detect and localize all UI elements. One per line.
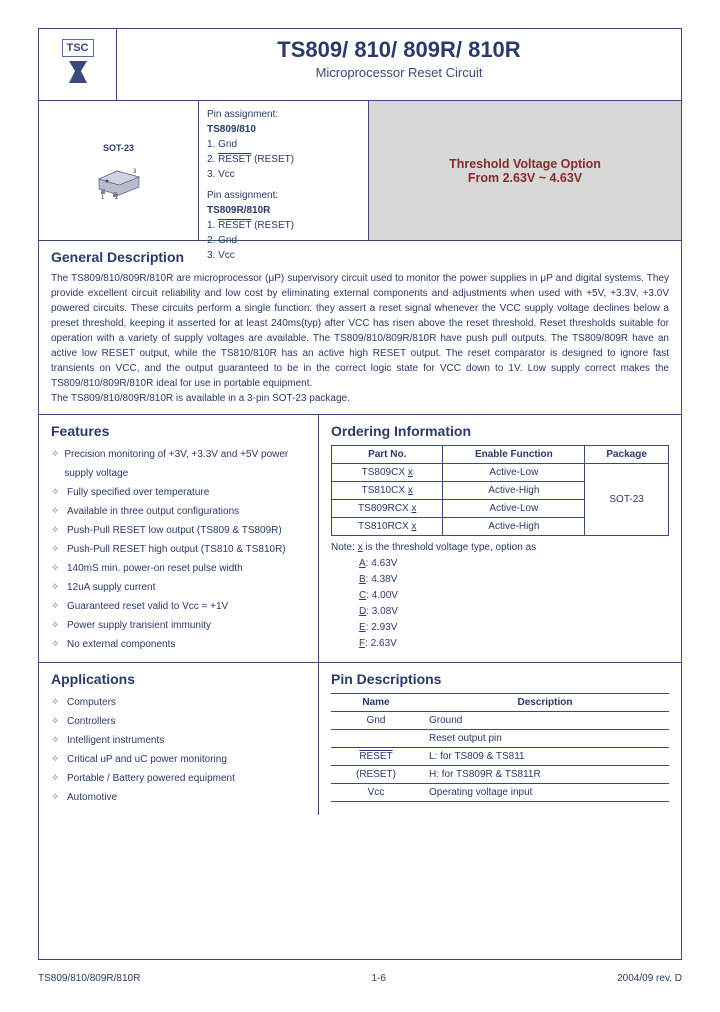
col-func: Enable Function: [443, 446, 585, 464]
package-cell: SOT-23 3 1 2: [39, 101, 199, 240]
highlight-line2: From 2.63V ~ 4.63V: [468, 171, 582, 185]
highlight-cell: Threshold Voltage Option From 2.63V ~ 4.…: [369, 101, 681, 240]
footer-center: 1-6: [371, 973, 385, 984]
pin-descriptions-section: Pin Descriptions NameDescription GndGrou…: [319, 663, 681, 815]
pindesc-table: NameDescription GndGroundReset output pi…: [331, 693, 669, 802]
list-item: ✧Portable / Battery powered equipment: [51, 769, 306, 788]
col-part: Part No.: [332, 446, 443, 464]
option-item: C: 4.00V: [359, 588, 669, 604]
list-item: ✧Guaranteed reset valid to Vcc = +1V: [51, 597, 306, 616]
pin-b3: 3. Vcc: [207, 248, 360, 263]
logo-cell: TSC: [39, 29, 117, 100]
features-title: Features: [51, 423, 306, 439]
list-item: ✧No external components: [51, 635, 306, 654]
apps-list: ✧Computers✧Controllers✧Intelligent instr…: [51, 693, 306, 807]
desc-body2: The TS809/810/809R/810R is available in …: [51, 391, 669, 406]
option-item: B: 4.38V: [359, 572, 669, 588]
option-item: D: 3.08V: [359, 604, 669, 620]
svg-text:3: 3: [133, 169, 137, 175]
applications-section: Applications ✧Computers✧Controllers✧Inte…: [39, 663, 319, 815]
list-item: ✧Fully specified over temperature: [51, 483, 306, 502]
pin-heading: Pin assignment:: [207, 107, 360, 122]
page-subtitle: Microprocessor Reset Circuit: [117, 65, 681, 80]
package-label: SOT-23: [103, 143, 134, 153]
footer-right: 2004/09 rev. D: [617, 973, 682, 984]
pin-part2: TS809R/810R: [207, 203, 360, 218]
pin-a2: 2. RESET (RESET): [207, 152, 360, 167]
table-row: GndGround: [331, 712, 669, 730]
highlight-line1: Threshold Voltage Option: [449, 157, 601, 171]
list-item: ✧Available in three output configuration…: [51, 502, 306, 521]
table-row: (RESET)H: for TS809R & TS811R: [331, 766, 669, 784]
ordering-note: Note: x is the threshold voltage type, o…: [331, 540, 669, 652]
col-pkg: Package: [585, 446, 669, 464]
list-item: ✧Push-Pull RESET low output (TS809 & TS8…: [51, 521, 306, 540]
ordering-section: Ordering Information Part No. Enable Fun…: [319, 415, 681, 662]
table-header-row: Part No. Enable Function Package: [332, 446, 669, 464]
logo-symbol: [62, 59, 94, 90]
pd-col-name: Name: [331, 694, 421, 712]
list-item: ✧Intelligent instruments: [51, 731, 306, 750]
list-item: ✧Power supply transient immunity: [51, 616, 306, 635]
list-item: ✧Push-Pull RESET high output (TS810 & TS…: [51, 540, 306, 559]
title-cell: TS809/ 810/ 809R/ 810R Microprocessor Re…: [117, 29, 681, 100]
footer-left: TS809/810/809R/810R: [38, 973, 140, 984]
general-description-section: General Description The TS809/810/809R/8…: [39, 241, 681, 415]
package-drawing: 3 1 2: [89, 159, 149, 199]
apps-pindesc-row: Applications ✧Computers✧Controllers✧Inte…: [39, 663, 681, 815]
page-title: TS809/ 810/ 809R/ 810R: [117, 37, 681, 63]
pin-assignment-cell: Pin assignment: TS809/810 1. Gnd 2. RESE…: [199, 101, 369, 240]
pin-b2: 2. Gnd: [207, 233, 360, 248]
list-item: ✧Critical uP and uC power monitoring: [51, 750, 306, 769]
option-item: A: 4.63V: [359, 556, 669, 572]
option-item: E: 2.93V: [359, 620, 669, 636]
page-footer: TS809/810/809R/810R 1-6 2004/09 rev. D: [38, 973, 682, 984]
document-frame: TSC TS809/ 810/ 809R/ 810R Microprocesso…: [38, 28, 682, 960]
svg-text:2: 2: [115, 195, 119, 199]
features-section: Features ✧Precision monitoring of +3V, +…: [39, 415, 319, 662]
option-item: F: 2.63V: [359, 636, 669, 652]
ordering-table: Part No. Enable Function Package TS809CX…: [331, 445, 669, 536]
pkg-cell: SOT-23: [585, 464, 669, 536]
desc-body: The TS809/810/809R/810R are microprocess…: [51, 271, 669, 391]
logo-text: TSC: [62, 39, 94, 57]
header-row: TSC TS809/ 810/ 809R/ 810R Microprocesso…: [39, 29, 681, 101]
table-row: TS809CX xActive-LowSOT-23: [332, 464, 669, 482]
pd-col-desc: Description: [421, 694, 669, 712]
pin-part1: TS809/810: [207, 122, 360, 137]
list-item: ✧Automotive: [51, 788, 306, 807]
pin-heading2: Pin assignment:: [207, 188, 360, 203]
pin-a1: 1. Gnd: [207, 137, 360, 152]
table-row: RESETL: for TS809 & TS811: [331, 748, 669, 766]
ordering-title: Ordering Information: [331, 423, 669, 439]
svg-text:1: 1: [101, 195, 105, 199]
info-row: SOT-23 3 1 2 Pin assignment: TS809/810 1…: [39, 101, 681, 241]
list-item: ✧Computers: [51, 693, 306, 712]
apps-title: Applications: [51, 671, 306, 687]
list-item: ✧Precision monitoring of +3V, +3.3V and …: [51, 445, 306, 483]
features-list: ✧Precision monitoring of +3V, +3.3V and …: [51, 445, 306, 654]
table-row: Reset output pin: [331, 730, 669, 748]
pindesc-title: Pin Descriptions: [331, 671, 669, 687]
list-item: ✧140mS min. power-on reset pulse width: [51, 559, 306, 578]
pin-a3: 3. Vcc: [207, 167, 360, 182]
list-item: ✧Controllers: [51, 712, 306, 731]
table-row: VccOperating voltage input: [331, 784, 669, 802]
desc-title: General Description: [51, 249, 669, 265]
pin-b1: 1. RESET (RESET): [207, 218, 360, 233]
list-item: ✧12uA supply current: [51, 578, 306, 597]
features-ordering-row: Features ✧Precision monitoring of +3V, +…: [39, 415, 681, 663]
